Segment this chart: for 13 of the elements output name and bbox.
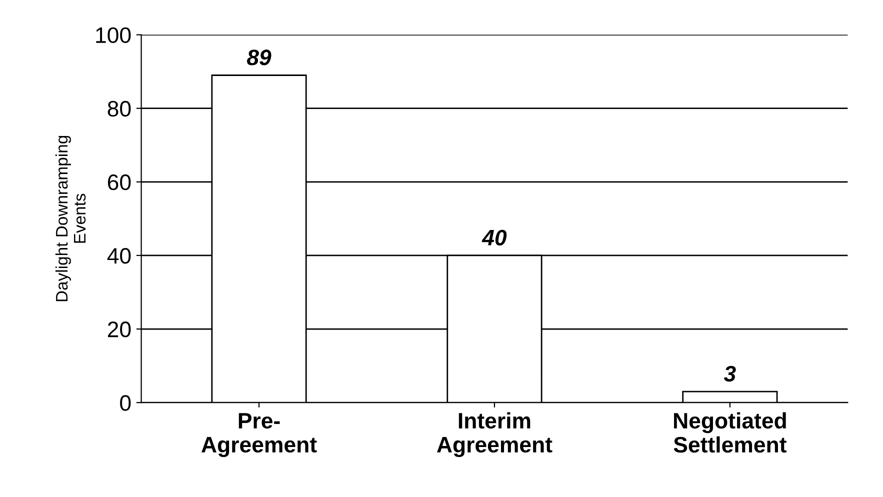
data-label: 89 xyxy=(246,50,272,66)
y-tick-label: 80 xyxy=(108,100,131,117)
y-tick-label: 100 xyxy=(96,27,131,44)
x-tick-label: Pre- Agreement xyxy=(202,413,317,458)
y-axis-title: Daylight Downramping Events xyxy=(55,136,86,302)
y-tick-label: 0 xyxy=(120,395,131,411)
data-label: 40 xyxy=(482,230,507,246)
data-label: 3 xyxy=(724,366,736,382)
y-tick-label: 20 xyxy=(108,322,131,338)
y-tick-label: 60 xyxy=(108,174,131,190)
y-tick-label: 40 xyxy=(107,248,131,264)
x-tick-label: Negotiated Settlement xyxy=(674,412,786,453)
x-tick-label: Interim Agreement xyxy=(436,412,552,458)
